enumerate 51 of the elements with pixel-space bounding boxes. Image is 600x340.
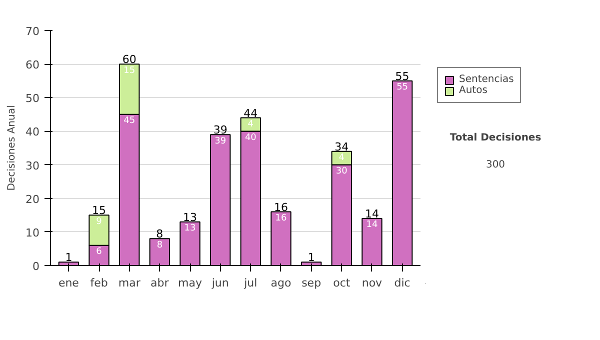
- data-label: 4: [248, 119, 254, 130]
- x-tick-label: ago: [270, 276, 292, 290]
- total-label: 14: [364, 208, 379, 220]
- total-label: 1: [308, 251, 315, 264]
- total-label: 1: [65, 251, 72, 264]
- total-label: 8: [156, 228, 164, 241]
- x-tick-label: nov: [362, 276, 383, 290]
- total-label: 16: [274, 200, 288, 214]
- y-tick-label: 70: [26, 25, 40, 38]
- data-label: 45: [124, 116, 136, 126]
- total-label: 39: [213, 124, 228, 137]
- y-axis-title: Decisiones Anual: [6, 105, 18, 191]
- total-label: 15: [92, 204, 106, 218]
- y-tick-label: 40: [26, 126, 40, 139]
- data-label: 8: [156, 240, 163, 250]
- x-tick-label: may: [178, 276, 202, 290]
- data-label: 6: [96, 247, 102, 258]
- data-label: 9: [96, 216, 102, 227]
- legend-label: Sentencias: [459, 74, 514, 85]
- x-tick-label: ene: [58, 276, 80, 290]
- total-label: 13: [183, 210, 198, 224]
- text: Total Decisiones: [450, 132, 542, 144]
- y-tick-label: 50: [26, 92, 40, 106]
- data-label: 55: [396, 82, 408, 93]
- total-label: 34: [334, 140, 349, 154]
- x-tick-label: dic: [394, 276, 410, 290]
- data-label: 13: [184, 224, 196, 234]
- data-label: 30: [336, 166, 348, 176]
- text: 300: [486, 160, 506, 170]
- x-tick-label: abr: [150, 276, 170, 290]
- x-tick-label: mar: [118, 276, 141, 290]
- data-label: 40: [244, 132, 257, 143]
- total-label: 55: [395, 70, 410, 83]
- x-tick-label: jul: [243, 276, 258, 290]
- legend-label: Autos: [459, 85, 488, 96]
- y-tick-label: 60: [26, 58, 40, 72]
- x-tick-label: sep: [302, 276, 322, 290]
- y-tick-label: 0: [32, 260, 40, 273]
- x-tick-label: oct: [333, 276, 351, 290]
- data-label: 39: [214, 136, 226, 146]
- data-label: 16: [275, 213, 287, 224]
- x-tick-label: feb: [90, 276, 108, 290]
- y-tick-label: 30: [26, 159, 40, 172]
- y-tick-label: 20: [26, 192, 40, 206]
- x-tick-label: jun: [210, 276, 229, 290]
- data-label: 4: [338, 153, 345, 164]
- data-label: 14: [366, 220, 378, 230]
- data-label: 15: [124, 66, 136, 76]
- total-label: 60: [122, 53, 136, 66]
- y-tick-label: 10: [26, 226, 40, 240]
- total-label: 44: [244, 106, 258, 120]
